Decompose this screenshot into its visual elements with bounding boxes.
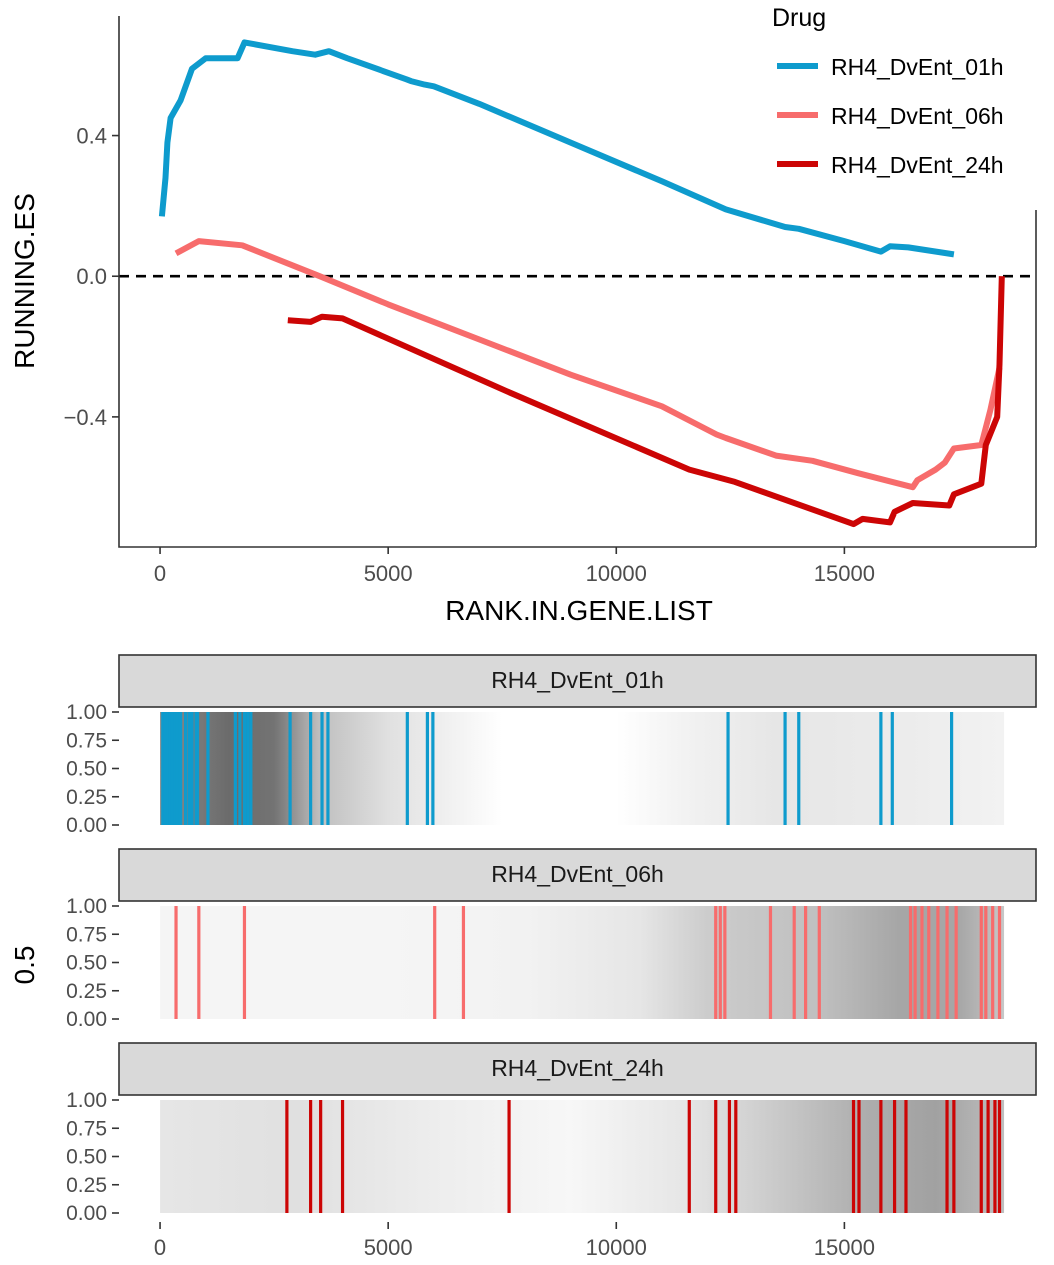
barcode-y-tick-label: 0.75: [66, 923, 107, 946]
barcode-y-tick-label: 0.00: [66, 814, 107, 837]
density-tile: [160, 1100, 1005, 1213]
barcode-x-tick-label: 0: [154, 1235, 166, 1260]
es-series-layer: [158, 39, 1005, 528]
barcode-y-tick-label: 1.00: [66, 701, 107, 724]
es-x-tick-label: 10000: [586, 561, 647, 586]
es-x-tick-label: 5000: [364, 561, 413, 586]
es-line-RH4_DvEnt_01h: [158, 39, 955, 258]
legend: Drug RH4_DvEnt_01h RH4_DvEnt_06h RH4_DvE…: [756, 0, 1054, 210]
barcode-y-tick-label: 0.00: [66, 1202, 107, 1225]
barcode-y-tick-label: 1.00: [66, 1089, 107, 1112]
legend-title: Drug: [772, 4, 826, 32]
barcode-panels: RH4_DvEnt_01h1.000.750.500.250.00RH4_DvE…: [9, 654, 1037, 1260]
legend-label-01h: RH4_DvEnt_01h: [831, 54, 1004, 80]
es-y-tick-label: 0.0: [76, 264, 107, 289]
facet-strip: [118, 654, 1037, 708]
es-x-tick-label: 0: [154, 561, 166, 586]
barcode-y-tick-label: 0.00: [66, 1008, 107, 1031]
barcode-y-tick-label: 0.50: [66, 758, 107, 781]
barcode-facet-RH4_DvEnt_01h: RH4_DvEnt_01h 1.00 0.75 0.50 0.25 0.00: [66, 654, 1037, 837]
es-y-axis-label: RUNNING.ES: [9, 193, 40, 369]
barcode-y-tick-label: 0.25: [66, 1174, 107, 1197]
es-x-ticks: 0 5000 10000 15000: [154, 547, 875, 586]
barcode-facet-RH4_DvEnt_06h: RH4_DvEnt_06h 1.00 0.75 0.50 0.25 0.00: [66, 848, 1037, 1031]
es-y-tick-label: −0.4: [64, 405, 107, 430]
barcode-facet-RH4_DvEnt_24h: RH4_DvEnt_24h 1.00 0.75 0.50 0.25 0.00: [66, 1042, 1037, 1225]
barcode-y-axis-label: 0.5: [9, 946, 40, 985]
barcode-y-tick-label: 0.25: [66, 786, 107, 809]
barcode-y-tick-label: 0.75: [66, 1117, 107, 1140]
barcode-x-tick-label: 15000: [814, 1235, 875, 1260]
facet-strip-title: RH4_DvEnt_06h: [491, 861, 664, 887]
barcode-y-tick-label: 0.50: [66, 952, 107, 975]
running-es-panel: 0.4 0.0 −0.4 0 5000 10000 15000 RUNNING.ES RA…: [9, 0, 1054, 626]
barcode-y-tick-label: 1.00: [66, 895, 107, 918]
es-x-tick-label: 15000: [814, 561, 875, 586]
legend-label-06h: RH4_DvEnt_06h: [831, 103, 1004, 129]
density-tile: [160, 906, 1005, 1019]
facet-strip: [118, 848, 1037, 902]
density-tile: [160, 712, 1005, 825]
barcode-y-tick-label: 0.50: [66, 1146, 107, 1169]
facet-strip: [118, 1042, 1037, 1096]
barcode-x-axis: 0 5000 10000 15000: [154, 1222, 875, 1260]
es-y-ticks: 0.4 0.0 −0.4: [64, 124, 119, 430]
barcode-x-tick-label: 10000: [586, 1235, 647, 1260]
barcode-x-tick-label: 5000: [364, 1235, 413, 1260]
es-axis-lines: [118, 16, 1036, 548]
es-x-axis-label: RANK.IN.GENE.LIST: [445, 595, 713, 626]
es-line-RH4_DvEnt_24h: [287, 276, 1005, 528]
facet-strip-title: RH4_DvEnt_01h: [491, 667, 664, 693]
legend-background: [756, 0, 1054, 210]
es-y-tick-label: 0.4: [76, 124, 107, 149]
facet-strip-title: RH4_DvEnt_24h: [491, 1055, 664, 1081]
barcode-y-tick-label: 0.75: [66, 729, 107, 752]
legend-label-24h: RH4_DvEnt_24h: [831, 152, 1004, 178]
es-line-RH4_DvEnt_06h: [174, 238, 1003, 491]
barcode-y-tick-label: 0.25: [66, 980, 107, 1003]
